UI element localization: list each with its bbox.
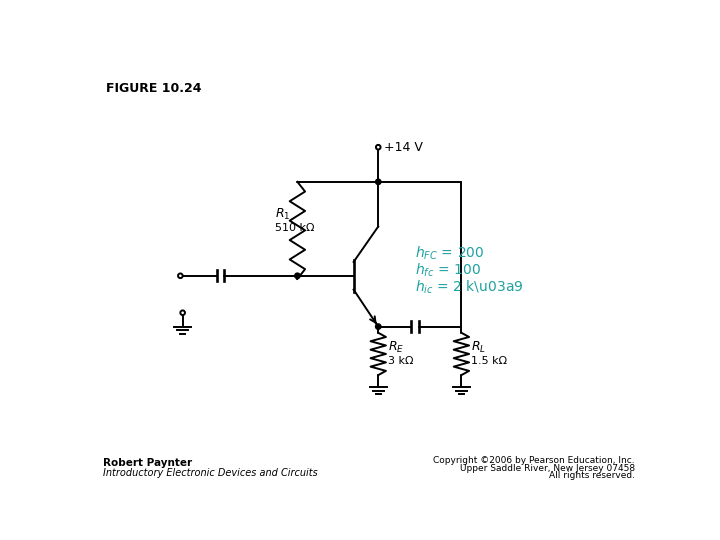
Text: $R_L$: $R_L$ — [472, 340, 487, 355]
Text: 1.5 kΩ: 1.5 kΩ — [472, 356, 508, 366]
Text: $h_{fc}$ = 100: $h_{fc}$ = 100 — [415, 262, 481, 279]
Text: Introductory Electronic Devices and Circuits: Introductory Electronic Devices and Circ… — [104, 468, 318, 477]
Text: 3 kΩ: 3 kΩ — [388, 356, 414, 366]
Text: Upper Saddle River, New Jersey 07458: Upper Saddle River, New Jersey 07458 — [459, 464, 634, 472]
Circle shape — [376, 179, 381, 185]
Text: $R_E$: $R_E$ — [388, 340, 405, 355]
Text: Robert Paynter: Robert Paynter — [104, 457, 192, 468]
Text: $R_1$: $R_1$ — [275, 207, 290, 222]
Text: +14 V: +14 V — [384, 141, 423, 154]
Text: 510 kΩ: 510 kΩ — [275, 223, 315, 233]
Text: FIGURE 10.24: FIGURE 10.24 — [106, 82, 201, 94]
Circle shape — [376, 324, 381, 329]
Circle shape — [294, 273, 300, 279]
Text: All rights reserved.: All rights reserved. — [549, 471, 634, 481]
Text: $h_{ic}$ = 2 k\u03a9: $h_{ic}$ = 2 k\u03a9 — [415, 279, 523, 296]
Text: $h_{FC}$ = 200: $h_{FC}$ = 200 — [415, 245, 485, 262]
Text: Copyright ©2006 by Pearson Education, Inc.: Copyright ©2006 by Pearson Education, In… — [433, 456, 634, 465]
